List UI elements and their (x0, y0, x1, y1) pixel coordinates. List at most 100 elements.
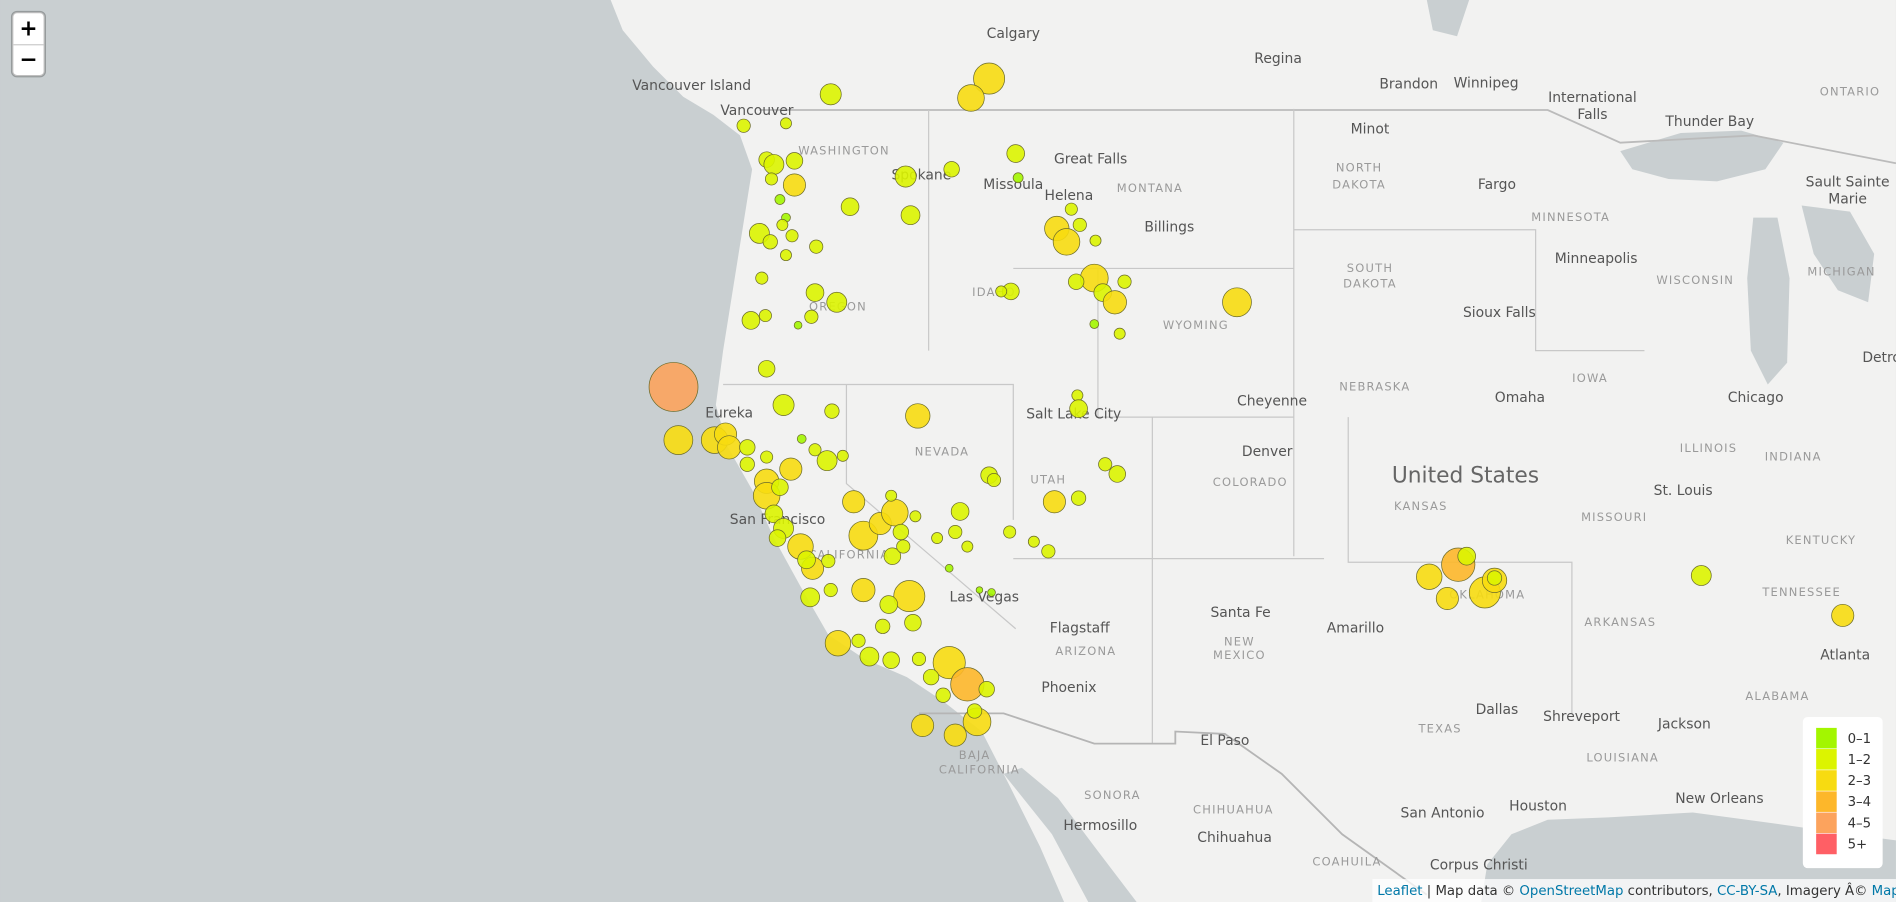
earthquake-marker[interactable] (763, 154, 785, 175)
earthquake-marker[interactable] (782, 173, 806, 197)
earthquake-marker[interactable] (973, 62, 1006, 95)
earthquake-marker[interactable] (1416, 563, 1443, 590)
earthquake-marker[interactable] (717, 435, 742, 460)
earthquake-marker[interactable] (776, 218, 789, 231)
earthquake-marker[interactable] (1486, 570, 1503, 586)
earthquake-marker[interactable] (768, 529, 787, 547)
earthquake-marker[interactable] (904, 613, 922, 632)
earthquake-marker[interactable] (842, 490, 866, 514)
zoom-in-button[interactable]: + (19, 17, 37, 42)
attribution-link[interactable]: CC-BY-SA (1717, 884, 1777, 899)
attribution-link[interactable]: Leaflet (1377, 884, 1422, 899)
earthquake-marker[interactable] (1071, 389, 1084, 402)
earthquake-marker[interactable] (772, 394, 795, 416)
earthquake-marker[interactable] (1108, 465, 1126, 483)
earthquake-marker[interactable] (950, 667, 985, 702)
earthquake-marker[interactable] (823, 583, 838, 598)
earthquake-marker[interactable] (764, 172, 778, 186)
earthquake-marker[interactable] (739, 439, 756, 456)
earthquake-marker[interactable] (764, 504, 784, 524)
earthquake-marker[interactable] (1222, 287, 1252, 318)
earthquake-marker[interactable] (793, 320, 803, 330)
earthquake-marker[interactable] (1052, 228, 1081, 256)
earthquake-marker[interactable] (1027, 535, 1040, 548)
earthquake-marker[interactable] (819, 83, 842, 106)
earthquake-marker[interactable] (859, 646, 880, 667)
earthquake-marker[interactable] (780, 117, 792, 130)
earthquake-marker[interactable] (785, 229, 799, 243)
attribution-link[interactable]: Mapbox (1872, 884, 1896, 899)
attribution-link[interactable]: OpenStreetMap (1519, 884, 1623, 899)
earthquake-marker[interactable] (1069, 399, 1088, 418)
earthquake-marker[interactable] (648, 362, 699, 412)
earthquake-marker[interactable] (780, 249, 792, 262)
earthquake-marker[interactable] (804, 309, 819, 324)
earthquake-marker[interactable] (922, 668, 940, 686)
earthquake-marker[interactable] (824, 630, 852, 657)
earthquake-marker[interactable] (779, 457, 803, 481)
earthquake-marker[interactable] (1064, 202, 1078, 216)
earthquake-marker[interactable] (851, 578, 876, 603)
earthquake-marker[interactable] (911, 713, 935, 737)
earthquake-marker[interactable] (957, 84, 985, 112)
earthquake-marker[interactable] (797, 550, 816, 570)
earthquake-marker[interactable] (1098, 457, 1113, 472)
earthquake-marker[interactable] (943, 161, 960, 178)
earthquake-marker[interactable] (975, 586, 984, 594)
earthquake-marker[interactable] (986, 472, 1001, 488)
earthquake-marker[interactable] (967, 703, 983, 719)
earthquake-marker[interactable] (1072, 217, 1087, 232)
earthquake-marker[interactable] (760, 450, 774, 464)
earthquake-marker[interactable] (1042, 490, 1066, 514)
earthquake-marker[interactable] (808, 443, 822, 457)
earthquake-marker[interactable] (774, 194, 786, 205)
earthquake-marker[interactable] (987, 588, 996, 597)
earthquake-marker[interactable] (1457, 546, 1476, 566)
zoom-out-button[interactable]: − (19, 47, 37, 72)
earthquake-marker[interactable] (762, 234, 778, 250)
earthquake-marker[interactable] (816, 450, 838, 472)
earthquake-marker[interactable] (879, 595, 899, 614)
earthquake-marker[interactable] (785, 152, 804, 170)
earthquake-marker[interactable] (892, 523, 909, 541)
earthquake-marker[interactable] (800, 587, 820, 608)
earthquake-marker[interactable] (950, 502, 970, 521)
earthquake-marker[interactable] (1070, 490, 1087, 506)
earthquake-marker[interactable] (944, 564, 954, 573)
earthquake-marker[interactable] (1102, 290, 1127, 315)
earthquake-marker[interactable] (893, 580, 926, 613)
earthquake-marker[interactable] (1068, 273, 1085, 290)
earthquake-marker[interactable] (741, 311, 761, 330)
earthquake-marker[interactable] (739, 456, 755, 472)
earthquake-marker[interactable] (894, 165, 917, 188)
earthquake-marker[interactable] (885, 489, 898, 502)
earthquake-marker[interactable] (1089, 234, 1102, 247)
earthquake-marker[interactable] (755, 271, 769, 285)
earthquake-marker[interactable] (1041, 544, 1056, 559)
earthquake-marker[interactable] (757, 360, 776, 378)
earthquake-marker[interactable] (1089, 319, 1100, 329)
earthquake-marker[interactable] (1003, 525, 1017, 539)
earthquake-marker[interactable] (1113, 327, 1126, 340)
earthquake-marker[interactable] (905, 403, 931, 429)
earthquake-marker[interactable] (1117, 274, 1132, 289)
earthquake-marker[interactable] (900, 205, 921, 226)
earthquake-marker[interactable] (911, 651, 927, 667)
earthquake-marker[interactable] (809, 239, 824, 254)
earthquake-marker[interactable] (881, 498, 909, 527)
earthquake-marker[interactable] (961, 540, 974, 553)
earthquake-marker[interactable] (1690, 565, 1712, 586)
earthquake-marker[interactable] (758, 309, 772, 323)
earthquake-marker[interactable] (796, 434, 807, 444)
earthquake-marker[interactable] (771, 478, 789, 496)
earthquake-marker[interactable] (824, 403, 840, 419)
earthquake-marker[interactable] (948, 524, 963, 540)
earthquake-marker[interactable] (805, 283, 825, 302)
earthquake-marker[interactable] (875, 618, 891, 634)
earthquake-marker[interactable] (931, 532, 944, 544)
earthquake-marker[interactable] (840, 197, 860, 217)
earthquake-marker[interactable] (1006, 144, 1025, 163)
earthquake-marker[interactable] (663, 425, 694, 455)
earthquake-marker[interactable] (851, 633, 866, 648)
earthquake-marker[interactable] (1435, 587, 1459, 610)
